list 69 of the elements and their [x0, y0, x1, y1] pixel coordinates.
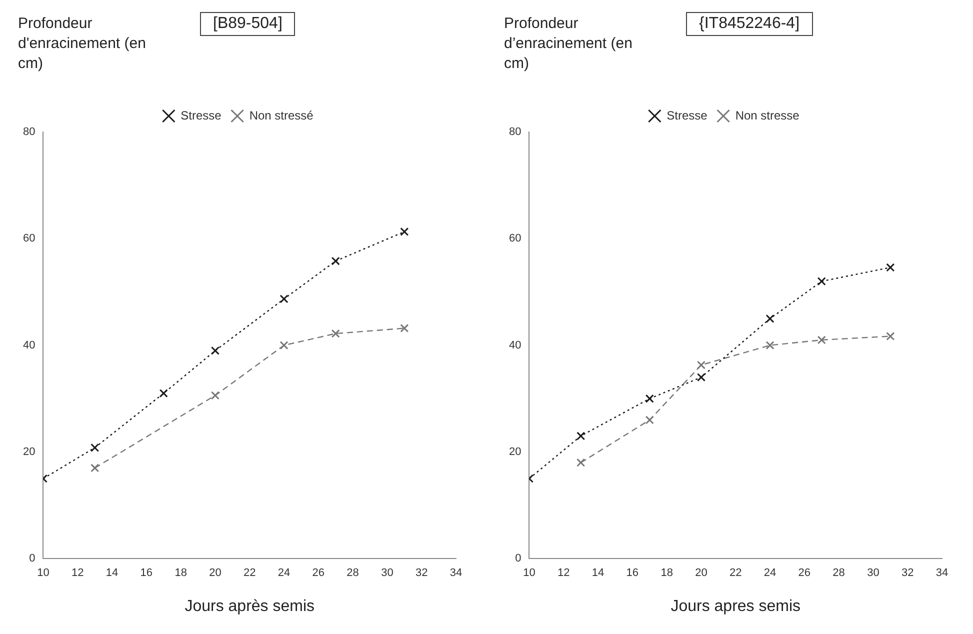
- y-tick-label: 20: [22, 446, 36, 458]
- x-tick-label: 28: [832, 567, 845, 580]
- x-tick-label: 24: [764, 567, 776, 580]
- x-tick-label: 34: [450, 567, 462, 580]
- point: [90, 464, 100, 472]
- y-axis-title: Profondeur d’enracinement (en cm): [504, 14, 634, 74]
- point: [645, 394, 654, 403]
- legend-label: Stresse: [666, 108, 708, 122]
- x-tick-label: 32: [901, 567, 914, 580]
- y-tick-label: 0: [29, 552, 36, 565]
- x-tick-label: 32: [415, 567, 428, 580]
- x-tick-label: 30: [867, 567, 880, 580]
- chart-title: {IT8452246-4]: [686, 12, 813, 36]
- point: [90, 443, 100, 452]
- legend-label: Non stressé: [249, 108, 314, 122]
- point: [576, 432, 586, 440]
- x-tick-label: 16: [626, 567, 639, 580]
- x-tick-label: 22: [243, 567, 256, 580]
- y-axis-title: Profondeur d'enracinement (en cm): [18, 14, 147, 74]
- x-tick-label: 10: [523, 567, 536, 580]
- point: [886, 332, 895, 341]
- point: [817, 336, 826, 344]
- point: [886, 263, 895, 272]
- x-tick-label: 26: [312, 567, 325, 580]
- x-tick-label: 34: [936, 567, 948, 580]
- x-tick-label: 30: [381, 567, 394, 580]
- x-tick-label: 10: [37, 567, 50, 580]
- x-tick-label: 18: [174, 567, 187, 580]
- x-tick-label: 14: [106, 567, 118, 580]
- x-tick-label: 22: [729, 567, 742, 580]
- point: [331, 329, 340, 338]
- x-tick-label: 12: [72, 567, 84, 580]
- point: [766, 314, 774, 323]
- x-axis-title: Jours après semis: [184, 598, 315, 615]
- y-tick-label: 40: [22, 339, 36, 352]
- point: [576, 458, 586, 467]
- x-tick-label: 14: [592, 567, 604, 580]
- x-tick-label: 28: [346, 567, 359, 580]
- point: [766, 341, 774, 350]
- legend-label: Non stresse: [735, 108, 800, 122]
- point: [400, 227, 409, 236]
- y-tick-label: 0: [515, 552, 522, 565]
- legend-label: Stresse: [180, 108, 222, 122]
- chart-title: [B89-504]: [200, 12, 296, 36]
- y-tick-label: 60: [22, 232, 36, 245]
- x-tick-label: 18: [660, 567, 673, 580]
- point: [400, 324, 409, 333]
- y-tick-label: 20: [508, 446, 522, 458]
- point: [159, 389, 168, 398]
- x-tick-label: 20: [695, 567, 708, 580]
- x-axis-title: Jours apres semis: [670, 598, 801, 615]
- point: [645, 416, 654, 424]
- point: [331, 256, 340, 266]
- y-tick-label: 80: [22, 126, 36, 138]
- y-tick-label: 80: [508, 126, 522, 138]
- point: [696, 373, 706, 382]
- x-tick-label: 26: [798, 567, 811, 580]
- point: [280, 294, 288, 304]
- point: [210, 346, 220, 355]
- point: [817, 277, 826, 286]
- x-tick-label: 12: [558, 567, 570, 580]
- x-tick-label: 20: [209, 567, 222, 580]
- x-tick-label: 16: [140, 567, 153, 580]
- x-tick-label: 24: [278, 567, 290, 580]
- point: [280, 341, 288, 350]
- y-tick-label: 60: [508, 232, 522, 245]
- point: [210, 391, 220, 400]
- y-tick-label: 40: [508, 339, 522, 352]
- point: [696, 360, 706, 370]
